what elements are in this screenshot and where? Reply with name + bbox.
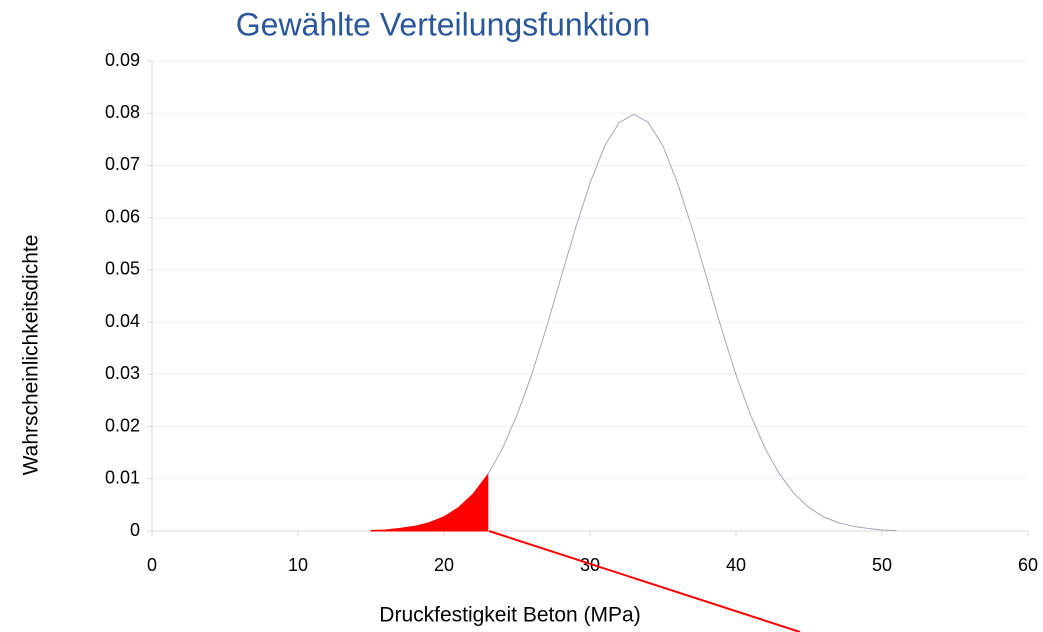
x-axis-label: Druckfestigkeit Beton (MPa): [379, 604, 640, 627]
y-tick-label: 0.06: [105, 206, 140, 226]
x-tick-label: 10: [288, 555, 308, 575]
y-tick-label: 0.08: [105, 102, 140, 122]
y-tick-label: 0.07: [105, 154, 140, 174]
x-tick-label: 40: [726, 555, 746, 575]
shaded-area: [370, 473, 489, 532]
y-tick-label: 0.04: [105, 311, 140, 331]
x-tick-label: 20: [434, 555, 454, 575]
annotation-arrow: [488, 530, 801, 632]
x-tick-label: 60: [1018, 555, 1038, 575]
y-axis-label: Wahrscheinlichkeitsdichte: [20, 235, 43, 476]
x-tick-label: 0: [147, 555, 157, 575]
y-tick-label: 0: [130, 520, 140, 540]
chart-title: Gewählte Verteilungsfunktion: [236, 6, 650, 42]
y-tick-label: 0.03: [105, 363, 140, 383]
y-tick-label: 0.01: [105, 468, 140, 488]
y-tick-label: 0.05: [105, 259, 140, 279]
y-tick-label: 0.09: [105, 50, 140, 70]
plot-area: 0 0.01 0.02 0.03 0.04 0.05 0.06 0.07 0.08 0.09 0 10…: [105, 50, 1038, 575]
y-tick-label: 0.02: [105, 415, 140, 435]
x-tick-label: 50: [872, 555, 892, 575]
